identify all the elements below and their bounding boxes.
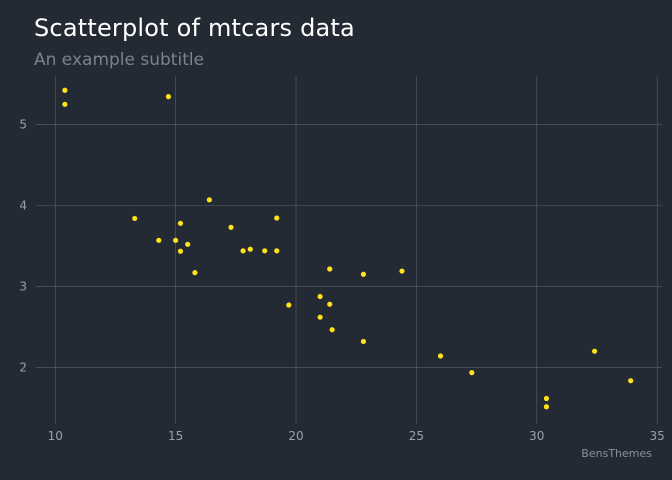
data-point	[317, 293, 323, 300]
grid	[36, 76, 662, 424]
data-point	[286, 302, 292, 308]
y-tick-label: 3	[19, 279, 27, 293]
data-point	[274, 215, 280, 221]
data-point	[132, 215, 138, 222]
data-point	[591, 348, 598, 354]
data-point	[628, 378, 634, 384]
data-point	[247, 246, 253, 252]
data-point	[62, 101, 68, 107]
data-point	[543, 395, 550, 402]
data-point	[156, 237, 162, 243]
data-point	[165, 94, 172, 100]
data-point	[329, 327, 335, 333]
data-points	[62, 87, 634, 410]
x-tick-label: 20	[288, 429, 303, 443]
chart-caption: BensThemes	[581, 447, 652, 460]
data-point	[177, 220, 184, 226]
x-tick-label: 10	[48, 429, 63, 443]
data-point	[543, 404, 550, 410]
data-point	[327, 301, 333, 307]
x-tick-label: 25	[409, 429, 424, 443]
data-point	[192, 270, 198, 276]
data-point	[185, 241, 191, 247]
axis-ticks: 10 15 20 25 30 35 2 3 4 5	[19, 118, 664, 443]
data-point	[206, 197, 212, 203]
x-tick-label: 35	[650, 429, 665, 443]
x-tick-label: 15	[168, 429, 183, 443]
data-point	[177, 248, 184, 254]
chart-title: Scatterplot of mtcars data	[34, 14, 355, 42]
data-point	[173, 237, 179, 243]
data-point	[262, 248, 268, 254]
data-point	[317, 314, 323, 320]
data-point	[437, 353, 444, 359]
y-tick-label: 5	[19, 118, 27, 132]
data-point	[360, 271, 367, 277]
y-tick-label: 2	[19, 360, 27, 374]
data-point	[469, 370, 475, 376]
x-tick-label: 30	[529, 429, 544, 443]
data-point	[274, 248, 280, 254]
data-point	[62, 87, 68, 93]
data-point	[360, 338, 367, 345]
chart-subtitle: An example subtitle	[34, 50, 205, 70]
data-point	[240, 248, 246, 254]
data-point	[399, 268, 405, 274]
data-point	[327, 266, 333, 272]
y-tick-label: 4	[19, 198, 27, 212]
data-point	[228, 224, 234, 230]
